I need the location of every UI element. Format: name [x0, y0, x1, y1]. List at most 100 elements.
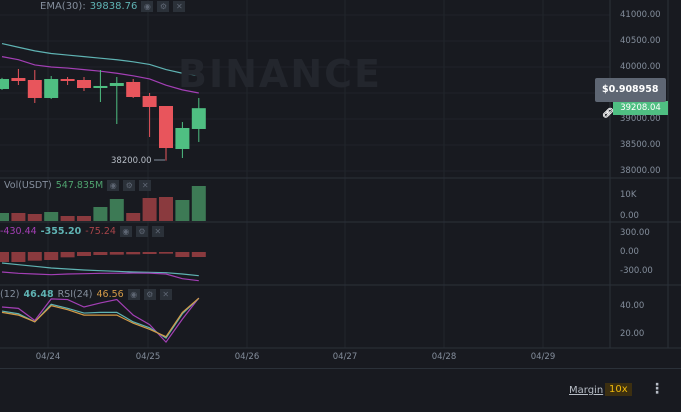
candle-body: [109, 83, 124, 86]
candle-body: [60, 79, 75, 81]
volume-value: 547.835M: [55, 180, 104, 191]
candle-body: [27, 80, 42, 98]
macd-dif-value: -355.20: [40, 226, 82, 237]
volume-bar: [60, 216, 75, 221]
macd-histogram-bar: [191, 252, 206, 257]
candle-body: [0, 79, 9, 89]
gear-icon[interactable]: ⚙: [143, 289, 156, 300]
price-tick: 40000.00: [620, 62, 661, 72]
close-icon[interactable]: ✕: [151, 226, 164, 237]
macd-histogram-bar: [60, 252, 75, 258]
price-tick: 38500.00: [620, 140, 661, 150]
volume-bar: [191, 186, 206, 221]
date-tick: 04/26: [234, 352, 260, 362]
date-tick: 04/27: [332, 352, 358, 362]
rsi24-line: [1, 297, 200, 338]
close-icon[interactable]: ✕: [139, 180, 152, 191]
macd-histogram-bar: [109, 252, 124, 255]
leverage-badge[interactable]: 10x: [605, 383, 632, 396]
rsi-tick: 20.00: [620, 329, 645, 339]
tooltip-value: $0.908958: [602, 84, 659, 95]
chart-footer: Margin 10x ⋮: [0, 368, 681, 412]
price-tick: 38000.00: [620, 166, 661, 176]
volume-bar: [175, 200, 190, 221]
macd-histogram-bar: [77, 252, 91, 256]
volume-bar: [142, 198, 157, 221]
macd-histogram-bar: [175, 252, 190, 257]
volume-bar: [0, 213, 9, 221]
macd-histogram-bar: [0, 252, 9, 262]
volume-tick: 10K: [620, 190, 637, 200]
volume-tick: 0.00: [620, 211, 639, 221]
vertical-dots-icon[interactable]: ⋮: [650, 381, 664, 397]
close-icon[interactable]: ✕: [173, 1, 186, 12]
candle-body: [159, 106, 173, 149]
gear-icon[interactable]: ⚙: [135, 226, 148, 237]
volume-label: Vol(USDT): [4, 180, 52, 191]
macd-tick: 0.00: [620, 247, 639, 257]
date-tick: 04/28: [431, 352, 457, 362]
gear-icon[interactable]: ⚙: [157, 1, 170, 12]
rsi24-label: RSI(24): [57, 289, 93, 300]
chart-canvas[interactable]: [0, 0, 681, 368]
volume-bar: [11, 213, 26, 221]
candle-body: [77, 80, 91, 89]
rsi12-value: 46.48: [23, 289, 54, 300]
ema-legend: EMA(30): 39838.76 ◉ ⚙ ✕: [40, 1, 186, 12]
macd-histogram-bar: [159, 252, 173, 254]
candle-body: [11, 78, 26, 81]
macd-tick: 300.00: [620, 228, 650, 238]
eye-icon[interactable]: ◉: [127, 289, 140, 300]
macd-histogram-bar: [126, 252, 141, 255]
macd-histogram-bar: [27, 252, 42, 261]
date-tick: 04/24: [35, 352, 61, 362]
candle-body: [191, 108, 206, 129]
date-tick: 04/29: [530, 352, 556, 362]
price-tick: 40500.00: [620, 36, 661, 46]
eye-icon[interactable]: ◉: [107, 180, 120, 191]
price-tooltip[interactable]: $0.908958 🔗︎: [595, 78, 666, 119]
volume-bar: [126, 213, 141, 221]
macd-dea-value: -430.44: [0, 226, 37, 237]
eye-icon[interactable]: ◉: [119, 226, 132, 237]
link-icon[interactable]: 🔗︎: [602, 108, 615, 119]
macd-tick: -300.00: [620, 266, 653, 276]
volume-bar: [27, 214, 42, 221]
rsi24-value: 46.56: [96, 289, 124, 300]
ema-label: EMA(30):: [40, 1, 86, 12]
candle-body: [93, 85, 108, 89]
candle-body: [175, 127, 190, 150]
macd-histogram-bar: [142, 252, 157, 254]
last-price-tag: 39208.04: [613, 101, 668, 115]
binance-watermark: BINANCE: [178, 52, 382, 96]
macd-histogram-bar: [11, 252, 26, 262]
price-tick: 41000.00: [620, 10, 661, 20]
macd-histogram-bar: [44, 252, 59, 260]
macd-hist-value: -75.24: [85, 226, 116, 237]
rsi-tick: 40.00: [620, 301, 645, 311]
macd-dif-line: [1, 262, 199, 277]
candle-body: [126, 81, 141, 98]
volume-bar: [77, 216, 91, 221]
macd-histogram-bar: [93, 252, 108, 255]
ema-fast-line: [1, 43, 199, 76]
close-icon[interactable]: ✕: [159, 289, 172, 300]
gear-icon[interactable]: ⚙: [123, 180, 136, 191]
volume-bar: [93, 207, 108, 221]
eye-icon[interactable]: ◉: [141, 1, 154, 12]
margin-link[interactable]: Margin: [569, 385, 604, 396]
rsi-legend: (12) 46.48 RSI(24) 46.56 ◉ ⚙ ✕: [0, 289, 172, 300]
ema-value: 39838.76: [89, 1, 138, 12]
macd-dea-line: [1, 271, 199, 282]
candle-body: [142, 96, 157, 107]
volume-bar: [159, 197, 173, 221]
macd-legend: -430.44 -355.20 -75.24 ◉ ⚙ ✕: [0, 226, 164, 237]
volume-bar: [44, 212, 59, 221]
rsi6-line: [1, 297, 200, 344]
date-tick: 04/25: [135, 352, 161, 362]
rsi12-label: (12): [0, 289, 20, 300]
volume-legend: Vol(USDT) 547.835M ◉ ⚙ ✕: [4, 180, 152, 191]
candle-body: [44, 79, 59, 98]
price-tick: 39000.00: [620, 114, 661, 124]
low-price-marker: 38200.00: [111, 156, 152, 166]
